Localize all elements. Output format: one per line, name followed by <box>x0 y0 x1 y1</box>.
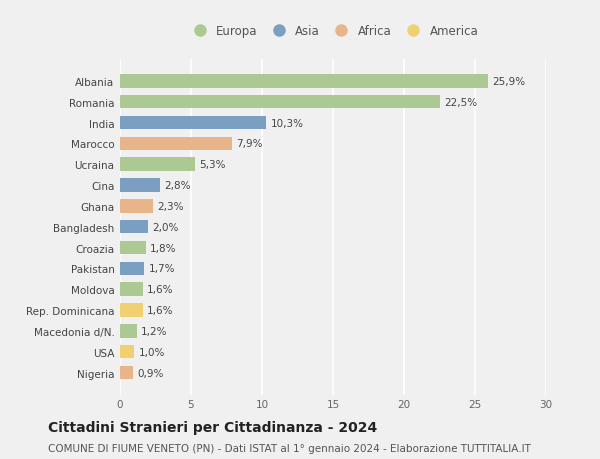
Text: 22,5%: 22,5% <box>444 97 477 107</box>
Text: 5,3%: 5,3% <box>200 160 226 170</box>
Text: 2,3%: 2,3% <box>157 202 184 212</box>
Text: 0,9%: 0,9% <box>137 368 163 378</box>
Text: 1,8%: 1,8% <box>150 243 176 253</box>
Text: 2,8%: 2,8% <box>164 181 191 190</box>
Bar <box>120 303 143 317</box>
Text: 1,6%: 1,6% <box>147 305 173 315</box>
Text: 1,0%: 1,0% <box>139 347 165 357</box>
Legend: Europa, Asia, Africa, America: Europa, Asia, Africa, America <box>188 25 478 38</box>
Bar <box>120 179 160 192</box>
Bar <box>120 325 137 338</box>
Bar <box>120 241 146 255</box>
Bar <box>120 345 134 359</box>
Bar <box>120 200 152 213</box>
Bar <box>120 95 439 109</box>
Text: 1,7%: 1,7% <box>148 264 175 274</box>
Text: 2,0%: 2,0% <box>152 222 179 232</box>
Bar <box>120 75 488 89</box>
Bar <box>120 137 232 151</box>
Bar <box>120 220 148 234</box>
Text: 10,3%: 10,3% <box>271 118 304 128</box>
Text: Cittadini Stranieri per Cittadinanza - 2024: Cittadini Stranieri per Cittadinanza - 2… <box>48 420 377 434</box>
Bar <box>120 117 266 130</box>
Bar <box>120 262 144 275</box>
Text: 25,9%: 25,9% <box>492 77 525 87</box>
Text: 1,6%: 1,6% <box>147 285 173 295</box>
Bar <box>120 283 143 297</box>
Bar <box>120 366 133 380</box>
Text: COMUNE DI FIUME VENETO (PN) - Dati ISTAT al 1° gennaio 2024 - Elaborazione TUTTI: COMUNE DI FIUME VENETO (PN) - Dati ISTAT… <box>48 443 531 453</box>
Text: 7,9%: 7,9% <box>236 139 263 149</box>
Bar <box>120 158 195 172</box>
Text: 1,2%: 1,2% <box>142 326 168 336</box>
